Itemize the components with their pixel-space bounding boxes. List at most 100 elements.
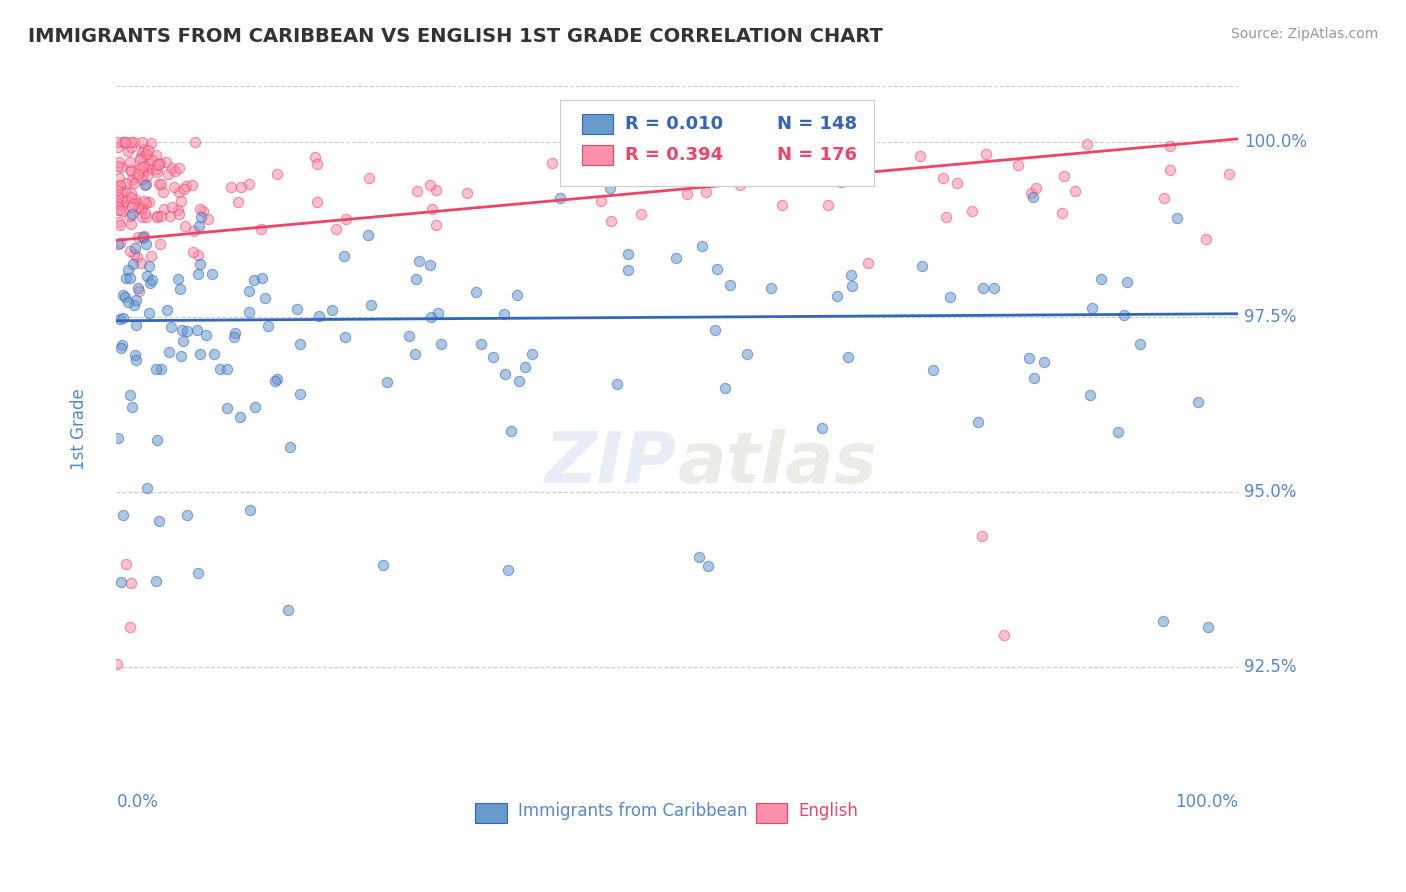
Point [128,161,150,176]
Point [187,267,209,281]
Point [120,244,142,258]
Point [152,186,174,200]
Point [307,194,329,209]
Point [110,186,132,201]
Point [167,207,190,221]
Point [221,179,243,194]
Point [150,177,173,191]
Point [122,247,145,261]
Point [772,156,794,170]
Point [288,387,311,401]
Point [118,388,141,402]
Point [108,236,131,251]
Point [548,191,571,205]
Point [1159,163,1181,178]
Point [136,147,159,161]
FancyBboxPatch shape [560,100,873,186]
Point [138,195,160,210]
Point [188,257,211,271]
Point [135,196,157,211]
Point [114,184,136,198]
Point [425,218,447,232]
Point [931,171,953,186]
Point [125,293,148,307]
Point [188,219,211,234]
Point [408,253,430,268]
Point [172,334,194,349]
Point [427,305,450,319]
Point [145,148,167,162]
Point [128,152,150,166]
Point [138,259,160,273]
Point [419,258,441,272]
Point [181,178,204,193]
Text: English: English [799,802,858,820]
Point [419,178,441,192]
Point [131,171,153,186]
Point [250,270,273,285]
Point [1022,190,1045,204]
Point [1018,351,1040,365]
Point [167,185,190,199]
Point [112,204,135,219]
Point [243,273,266,287]
Point [197,212,219,227]
Point [105,136,128,150]
Point [132,142,155,156]
Point [141,273,163,287]
Point [105,182,128,196]
Point [456,186,478,201]
Point [606,377,628,392]
Point [128,201,150,215]
Point [187,248,209,262]
Point [169,194,191,209]
Point [145,158,167,172]
Point [117,145,139,159]
Point [110,160,132,174]
Point [138,157,160,171]
Point [153,202,176,216]
Point [107,196,129,211]
Point [138,306,160,320]
Point [124,192,146,206]
Point [107,203,129,218]
Point [1107,425,1129,439]
Point [108,178,131,193]
Point [135,146,157,161]
Point [183,224,205,238]
Point [752,165,775,179]
Point [186,323,208,337]
Point [134,159,156,173]
Point [825,288,848,302]
Point [108,215,131,229]
Point [136,143,159,157]
Point [692,239,714,253]
Point [134,178,156,193]
Point [107,237,129,252]
Point [706,261,728,276]
Point [114,270,136,285]
Point [112,311,135,326]
FancyBboxPatch shape [756,803,787,823]
Point [166,272,188,286]
Point [1053,169,1076,184]
Text: R = 0.010: R = 0.010 [624,115,723,133]
Point [149,156,172,170]
Point [176,324,198,338]
Point [120,164,142,178]
Point [120,136,142,150]
Point [148,157,170,171]
Point [107,431,129,445]
Point [132,165,155,179]
Text: Source: ZipAtlas.com: Source: ZipAtlas.com [1230,27,1378,41]
Point [430,337,453,351]
Point [522,347,544,361]
Point [405,272,427,286]
Point [145,161,167,176]
Point [172,323,194,337]
Point [155,154,177,169]
Text: atlas: atlas [678,429,877,498]
Point [1195,232,1218,246]
Point [226,195,249,210]
Point [908,149,931,163]
